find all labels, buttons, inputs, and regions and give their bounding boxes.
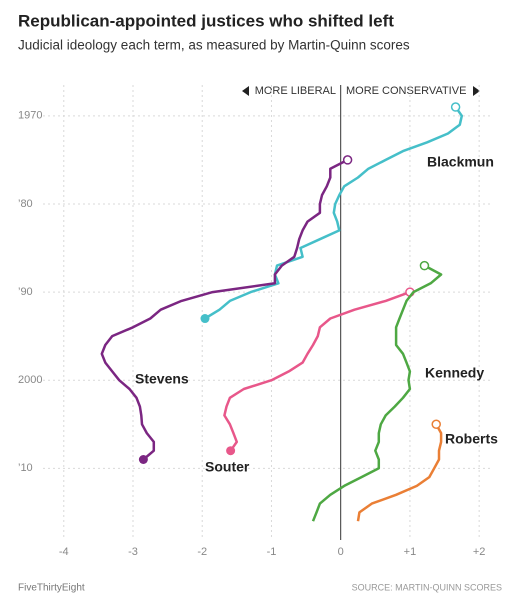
chart-subtitle: Judicial ideology each term, as measured… <box>18 38 410 53</box>
chart-title: Republican-appointed justices who shifte… <box>18 11 394 30</box>
series-line <box>100 158 349 461</box>
y-tick-label: ’80 <box>18 198 33 210</box>
x-tick-label: +1 <box>404 546 417 558</box>
x-tick-label: -4 <box>59 546 69 558</box>
source: SOURCE: MARTIN-QUINN SCORES <box>352 582 502 592</box>
series-line <box>311 264 443 522</box>
start-marker <box>419 260 430 271</box>
y-tick-label: ’90 <box>18 286 33 298</box>
series-line <box>223 290 411 452</box>
x-tick-label: -2 <box>197 546 207 558</box>
y-tick-label: 1970 <box>18 110 42 122</box>
left-label: MORE LIBERAL <box>255 85 336 97</box>
series-label: Blackmun <box>427 154 494 170</box>
series-line <box>204 106 464 320</box>
end-marker <box>138 455 148 465</box>
y-tick-label: 2000 <box>18 374 42 386</box>
x-tick-label: 0 <box>338 546 344 558</box>
left-arrow <box>242 86 249 96</box>
x-tick-label: +2 <box>473 546 486 558</box>
right-arrow <box>473 86 480 96</box>
start-marker <box>431 419 441 430</box>
y-tick-label: ’10 <box>18 462 33 474</box>
start-marker <box>450 102 461 112</box>
x-tick-label: -3 <box>128 546 138 558</box>
end-marker <box>200 314 210 324</box>
x-tick-label: -1 <box>267 546 277 558</box>
end-marker <box>226 446 236 456</box>
series-label: Roberts <box>445 431 498 447</box>
series-label: Stevens <box>135 371 189 387</box>
credit: FiveThirtyEight <box>18 583 85 594</box>
right-label: MORE CONSERVATIVE <box>346 85 466 97</box>
series-label: Souter <box>205 459 250 475</box>
series-line <box>356 423 443 522</box>
start-marker <box>342 155 353 165</box>
series-label: Kennedy <box>425 365 484 381</box>
